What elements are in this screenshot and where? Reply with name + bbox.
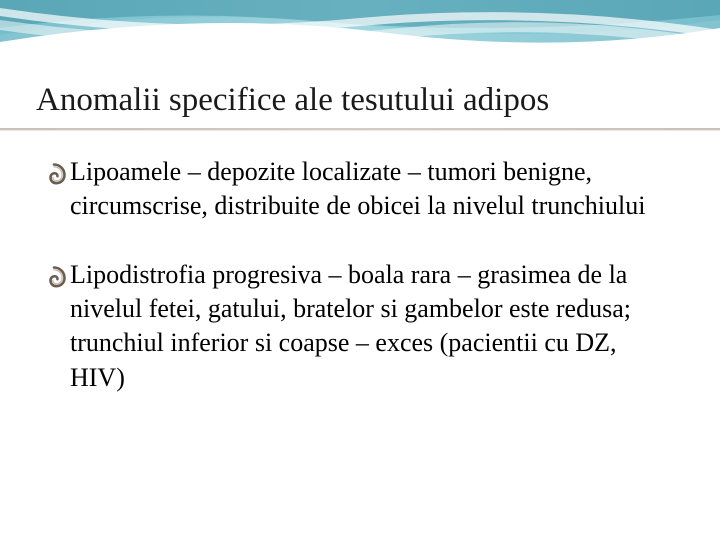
swirl-bullet-icon (40, 264, 68, 292)
bullet-item: Lipodistrofia progresiva – boala rara – … (40, 258, 670, 395)
slide-title: Anomalii specifice ale tesutului adipos (36, 82, 684, 120)
swirl-bullet-icon (40, 161, 68, 189)
bullet-text: Lipodistrofia progresiva – boala rara – … (70, 258, 670, 395)
bullet-text: Lipoamele – depozite localizate – tumori… (70, 155, 670, 224)
bullet-item: Lipoamele – depozite localizate – tumori… (40, 155, 670, 224)
content-area: Lipoamele – depozite localizate – tumori… (40, 155, 670, 429)
bullet-term: Lipoamele (70, 157, 181, 186)
title-area: Anomalii specifice ale tesutului adipos (36, 82, 684, 120)
wave-decoration (0, 0, 720, 95)
title-underline (0, 128, 720, 130)
bullet-term: Lipodistrofia progresiva (70, 260, 322, 289)
